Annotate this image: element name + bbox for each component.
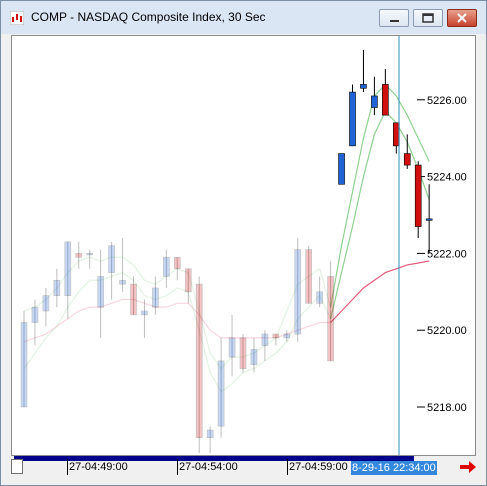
cursor-datetime-label: 8-29-16 22:34:00: [351, 461, 437, 475]
candle-body: [184, 268, 192, 293]
x-tick: [177, 459, 178, 475]
candle-body: [31, 306, 39, 323]
x-axis-label: 27-04:59:00: [289, 461, 348, 473]
candle-body: [163, 256, 170, 277]
candle-body: [250, 349, 258, 366]
window-title: COMP - NASDAQ Composite Index, 30 Sec: [31, 10, 266, 24]
candle-body: [152, 287, 159, 308]
candle-body: [425, 218, 433, 221]
price-chart[interactable]: 5218.00 5220.00 5222.00 5224.00 5226.00: [11, 35, 476, 456]
candle-body: [174, 256, 181, 270]
scroll-handle-box[interactable]: [11, 459, 23, 474]
candle-body: [141, 310, 148, 316]
minimize-button[interactable]: [379, 9, 409, 27]
maximize-icon: [422, 13, 434, 23]
y-axis-label: 5220.00: [427, 325, 467, 337]
candle-body: [338, 153, 345, 185]
candle-body: [108, 245, 115, 273]
minimize-icon: [390, 20, 399, 22]
candle-body: [316, 291, 323, 304]
x-axis-label: 27-04:49:00: [69, 461, 128, 473]
y-axis-label: 5222.00: [427, 248, 467, 260]
candle-body: [130, 283, 137, 316]
y-axis-label: 5224.00: [427, 172, 467, 184]
candle-body: [403, 153, 411, 166]
candle-body: [294, 249, 302, 335]
close-icon: [457, 13, 467, 23]
candle-body: [75, 253, 83, 258]
candle-body: [414, 164, 422, 227]
candle-body: [119, 279, 126, 285]
ma-slow-line: [330, 260, 430, 323]
candle-body: [272, 333, 280, 339]
candle-body: [371, 95, 378, 108]
maximize-button[interactable]: [413, 9, 443, 27]
time-scroll-bar[interactable]: [14, 456, 414, 461]
candle-body: [195, 283, 203, 439]
app-icon: [10, 11, 24, 25]
candle-body: [239, 337, 247, 369]
candle-body: [261, 333, 269, 346]
candle-body: [228, 337, 236, 358]
ma-lower-line: [330, 110, 430, 319]
x-axis-label: 27-04:54:00: [179, 461, 238, 473]
ma-upper-line-faded: [23, 256, 332, 370]
candle-body: [206, 429, 214, 439]
ma-lower-line-faded: [23, 271, 332, 393]
ma-upper-line: [330, 83, 430, 308]
candle-body: [382, 84, 389, 116]
candle-body: [217, 360, 225, 427]
candle-body: [53, 279, 61, 296]
scroll-right-arrow-icon[interactable]: [459, 460, 477, 474]
y-axis-label: 5218.00: [427, 402, 467, 414]
candle-body: [86, 253, 93, 256]
close-button[interactable]: [447, 9, 477, 27]
candle-body: [392, 122, 400, 147]
ma-slow-line-faded: [23, 298, 331, 343]
candle-body: [20, 322, 28, 408]
candle-body: [64, 241, 72, 296]
x-tick: [287, 459, 288, 475]
candle-body: [42, 295, 50, 312]
candle-body: [360, 84, 367, 89]
x-tick: [67, 459, 68, 475]
candle-body: [283, 333, 291, 339]
candlestick-chart[interactable]: 5218.00 5220.00 5222.00 5224.00 5226.00: [12, 36, 475, 455]
candle-body: [305, 249, 313, 304]
candle-body: [327, 276, 334, 362]
y-axis-label: 5226.00: [427, 95, 467, 107]
title-bar[interactable]: COMP - NASDAQ Composite Index, 30 Sec: [1, 1, 486, 34]
candle-body: [349, 91, 356, 147]
candle-body: [97, 276, 104, 308]
